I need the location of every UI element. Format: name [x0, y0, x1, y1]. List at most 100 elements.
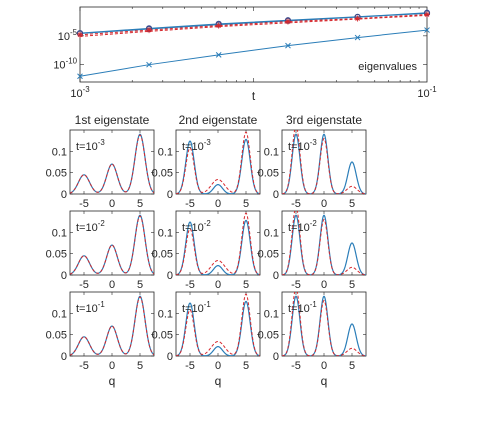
eigenstate-solid-curve — [176, 219, 260, 275]
y-tick-label: 10-10 — [53, 57, 77, 72]
eigenstate-dashed-curve — [70, 296, 154, 356]
annotation-eigenvalues: eigenvalues — [358, 61, 417, 73]
eigenvalue-series-line — [79, 12, 428, 35]
eigenstate-dashed-curve — [282, 130, 366, 194]
x-tick-label: 0 — [109, 360, 115, 372]
x-tick-label: 0 — [321, 360, 327, 372]
eigenstate-dashed-curve — [176, 293, 260, 356]
eigenstate-dashed-curve — [70, 134, 154, 194]
data-point — [424, 27, 430, 33]
y-tick-label: 0.05 — [258, 330, 279, 342]
x-stroke — [424, 27, 430, 33]
x-tick-label: -5 — [291, 360, 301, 372]
x-tick-label: 0 — [215, 279, 221, 291]
data-point — [285, 42, 291, 49]
y-tick-label: 0.1 — [264, 146, 279, 158]
y-tick-label: 0.1 — [52, 146, 67, 158]
eigenstate-solid-curve — [282, 295, 366, 356]
eigenstate-axes-box — [69, 291, 155, 357]
eigenstate-dashed-curve — [282, 211, 366, 275]
x-tick-label: 5 — [243, 360, 249, 372]
y-tick-label: 0 — [273, 351, 279, 363]
x-tick-label: 10-1 — [417, 85, 437, 100]
x-tick-label: 0 — [215, 360, 221, 372]
x-tick-label: 5 — [349, 360, 355, 372]
y-tick-label: 0.1 — [158, 308, 173, 320]
eigenstate-dashed-curve — [176, 212, 260, 275]
row-label: t=10-1 — [288, 300, 317, 315]
y-tick-label: 0.05 — [152, 330, 173, 342]
x-tick-label: 0 — [109, 279, 115, 291]
x-tick-label: -5 — [291, 198, 301, 210]
x-stroke — [146, 61, 152, 68]
eigenstate-solid-curve — [176, 300, 260, 356]
y-tick-label: 0.05 — [152, 249, 173, 261]
x-tick-label: 5 — [243, 198, 249, 210]
x-tick-label: -5 — [185, 279, 195, 291]
x-tick-label: -5 — [79, 279, 89, 291]
x-axis-label: q — [321, 374, 328, 388]
x-tick-label: 5 — [137, 279, 143, 291]
y-tick-label: 0 — [273, 270, 279, 282]
data-point — [146, 61, 152, 68]
row-label: t=10-2 — [182, 219, 211, 234]
eigenvalue-series-line — [79, 29, 428, 77]
y-tick-label: 0.05 — [258, 168, 279, 180]
data-point — [215, 52, 222, 58]
y-tick-label: 0 — [167, 189, 173, 201]
eigenvalue-axes-box — [79, 6, 428, 83]
row-label: t=10-3 — [76, 138, 105, 153]
x-tick-label: -5 — [79, 198, 89, 210]
y-tick-label: 10-5 — [58, 28, 78, 43]
data-point — [354, 34, 361, 41]
y-tick-label: 0.05 — [152, 168, 173, 180]
eigenstate-solid-curve — [70, 214, 154, 275]
y-tick-label: 0.1 — [264, 308, 279, 320]
x-tick-label: 5 — [349, 279, 355, 291]
eigenstate-dashed-curve — [176, 131, 260, 194]
row-label: t=10-2 — [288, 219, 317, 234]
y-tick-label: 0 — [167, 351, 173, 363]
column-title: 1st eigenstate — [75, 113, 150, 127]
column-title: 3rd eigenstate — [286, 113, 362, 127]
y-tick-label: 0.1 — [52, 308, 67, 320]
eigenstate-solid-curve — [70, 295, 154, 356]
x-stroke — [285, 42, 291, 49]
row-label: t=10-3 — [288, 138, 317, 153]
y-tick-label: 0.05 — [46, 330, 67, 342]
eigenstate-solid-curve — [282, 133, 366, 194]
x-tick-label: -5 — [79, 360, 89, 372]
x-tick-label: 10-3 — [70, 85, 90, 100]
y-tick-label: 0.1 — [158, 146, 173, 158]
eigenstate-dashed-curve — [70, 215, 154, 275]
x-tick-label: 5 — [243, 279, 249, 291]
x-tick-label: 5 — [137, 360, 143, 372]
x-tick-label: 5 — [349, 198, 355, 210]
x-axis-label: q — [109, 374, 116, 388]
row-label: t=10-2 — [76, 219, 105, 234]
eigenvalue-series-line — [79, 14, 428, 37]
y-tick-label: 0.1 — [52, 227, 67, 239]
y-tick-label: 0.1 — [264, 227, 279, 239]
y-tick-label: 0 — [61, 270, 67, 282]
y-tick-label: 0 — [167, 270, 173, 282]
y-tick-label: 0 — [61, 189, 67, 201]
y-tick-label: 0 — [61, 351, 67, 363]
x-tick-label: -5 — [291, 279, 301, 291]
eigenstate-solid-curve — [176, 138, 260, 194]
eigenstate-solid-curve — [70, 133, 154, 194]
x-stroke — [77, 73, 83, 80]
x-tick-label: 0 — [321, 279, 327, 291]
x-axis-label: q — [215, 374, 222, 388]
y-tick-label: 0.05 — [46, 249, 67, 261]
x-tick-label: -5 — [185, 360, 195, 372]
y-tick-label: 0.1 — [158, 227, 173, 239]
x-axis-label: t — [252, 89, 256, 103]
row-label: t=10-3 — [182, 138, 211, 153]
star-stroke — [77, 32, 83, 38]
x-tick-label: 5 — [137, 198, 143, 210]
x-stroke — [354, 34, 361, 41]
data-point — [77, 73, 83, 80]
x-tick-label: 0 — [321, 198, 327, 210]
